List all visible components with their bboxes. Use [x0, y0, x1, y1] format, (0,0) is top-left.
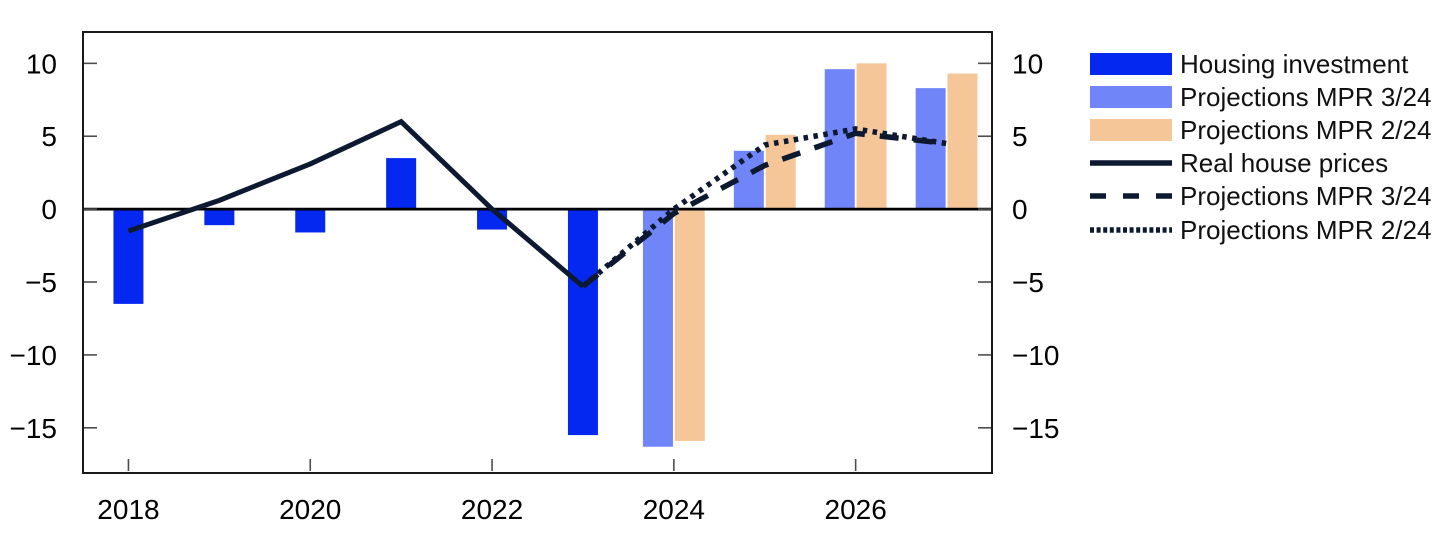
y-axis-label-right: −15 — [1012, 413, 1060, 444]
y-axis-label-left: 0 — [41, 194, 57, 225]
x-axis-label: 2018 — [97, 494, 159, 525]
y-axis-label-right: 0 — [1012, 194, 1028, 225]
legend-label-projections-mpr-3-24-line: Projections MPR 3/24 — [1180, 181, 1432, 212]
x-axis-label: 2022 — [461, 494, 523, 525]
plot-frame — [82, 31, 993, 474]
legend-item-projections-mpr-3-24-line: Projections MPR 3/24 — [1090, 180, 1431, 213]
legend-swatch-projections-mpr-3-24-line-icon — [1090, 185, 1172, 207]
legend-swatch-housing-investment-icon — [1090, 52, 1172, 75]
legend-swatch-real-house-prices-icon — [1090, 152, 1172, 174]
y-axis-label-right: −5 — [1012, 267, 1044, 298]
x-axis-label: 2026 — [825, 494, 887, 525]
bar-housing-investment-2019 — [204, 209, 235, 226]
legend-swatch-projections-mpr-2-24-bar-icon — [1090, 118, 1172, 141]
y-axis-label-right: −10 — [1012, 340, 1060, 371]
y-axis-label-left: −5 — [25, 267, 57, 298]
legend-swatch-projections-mpr-3-24-bar-icon — [1090, 85, 1172, 108]
bar-projections-mpr-3-24-2027 — [915, 88, 946, 210]
line-real-house-prices-solid — [127, 118, 585, 289]
legend-swatch-projections-mpr-2-24-line-icon — [1090, 219, 1172, 241]
legend-label-real-house-prices: Real house prices — [1180, 148, 1389, 179]
bar-projections-mpr-3-24-2024 — [642, 209, 673, 447]
legend-item-housing-investment: Housing investment — [1090, 47, 1431, 80]
y-axis-label-left: 5 — [41, 121, 57, 152]
line-projections-mpr-3-24-dashed — [581, 130, 947, 289]
bar-projections-mpr-3-24-2026 — [824, 69, 855, 210]
bar-projections-mpr-2-24-2027 — [947, 73, 978, 210]
legend-item-projections-mpr-2-24-line: Projections MPR 2/24 — [1090, 213, 1431, 246]
bar-housing-investment-2020 — [295, 209, 326, 233]
x-axis-label: 2020 — [279, 494, 341, 525]
legend-label-projections-mpr-2-24-line: Projections MPR 2/24 — [1180, 214, 1432, 245]
bar-housing-investment-2021 — [386, 158, 417, 210]
bar-projections-mpr-2-24-2024 — [674, 209, 705, 441]
legend-item-projections-mpr-2-24-bar: Projections MPR 2/24 — [1090, 113, 1431, 146]
x-axis-label: 2024 — [643, 494, 705, 525]
line-projections-mpr-2-24-dotted — [581, 126, 947, 289]
legend-label-housing-investment: Housing investment — [1180, 48, 1409, 79]
bar-projections-mpr-2-24-2025 — [765, 134, 796, 210]
bar-housing-investment-2023 — [567, 209, 598, 436]
legend-label-projections-mpr-2-24-bar: Projections MPR 2/24 — [1180, 114, 1432, 145]
bar-projections-mpr-3-24-2025 — [733, 150, 764, 210]
legend-item-real-house-prices: Real house prices — [1090, 147, 1431, 180]
legend-item-projections-mpr-3-24-bar: Projections MPR 3/24 — [1090, 80, 1431, 113]
bar-housing-investment-2018 — [113, 209, 144, 304]
y-axis-label-right: 5 — [1012, 121, 1028, 152]
y-axis-label-right: 10 — [1012, 48, 1043, 79]
chart-legend: Housing investment Projections MPR 3/24 … — [1090, 47, 1431, 246]
y-axis-label-left: −10 — [10, 340, 58, 371]
y-axis-label-left: −15 — [10, 413, 58, 444]
y-axis-label-left: 10 — [26, 48, 57, 79]
legend-label-projections-mpr-3-24-bar: Projections MPR 3/24 — [1180, 81, 1432, 112]
